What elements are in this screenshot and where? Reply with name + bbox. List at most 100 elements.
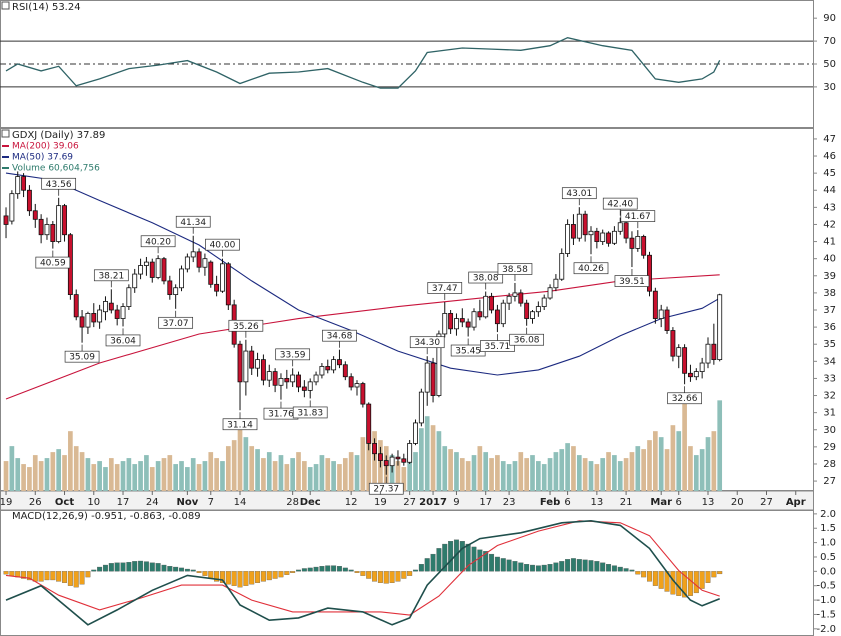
y-tick-label: 27 bbox=[823, 476, 836, 487]
candle-body bbox=[296, 374, 301, 388]
volume-bar bbox=[483, 452, 489, 491]
annotation-label: 42.40 bbox=[607, 200, 633, 210]
y-tick-label: 29 bbox=[823, 442, 836, 453]
y-tick-label: 90 bbox=[823, 13, 836, 24]
volume-bar bbox=[489, 458, 494, 491]
candle-body bbox=[652, 290, 658, 319]
annotation-label: 32.66 bbox=[672, 394, 698, 404]
volume-bar bbox=[565, 443, 570, 491]
volume-bar bbox=[337, 464, 342, 491]
histogram-bar bbox=[477, 549, 483, 572]
volume-bar bbox=[56, 449, 62, 491]
candle-body bbox=[512, 292, 518, 297]
volume-bar bbox=[255, 449, 260, 491]
volume-bar bbox=[50, 452, 56, 491]
candle-body bbox=[559, 253, 565, 280]
macd-line bbox=[5, 519, 720, 626]
annotation-label: 40.59 bbox=[40, 259, 66, 269]
volume-bar bbox=[641, 449, 646, 491]
histogram-bar bbox=[518, 562, 524, 572]
volume-bar bbox=[243, 437, 249, 491]
y-tick-label: -1.5 bbox=[816, 609, 836, 620]
volume-bar bbox=[348, 452, 354, 491]
candle-body bbox=[635, 236, 641, 249]
histogram-bar bbox=[366, 571, 372, 579]
volume-bar bbox=[670, 425, 676, 491]
histogram-bar bbox=[535, 565, 541, 572]
volume-bar bbox=[530, 455, 535, 491]
histogram-bar bbox=[600, 562, 606, 572]
annotation-label: 40.20 bbox=[145, 237, 171, 247]
histogram-bar bbox=[594, 561, 600, 572]
histogram-bar bbox=[296, 569, 302, 572]
volume-bar bbox=[617, 461, 623, 491]
histogram-bar bbox=[465, 543, 471, 572]
candle-body bbox=[535, 306, 541, 313]
candle-body bbox=[208, 261, 214, 285]
histogram-bar bbox=[3, 571, 9, 575]
histogram-bar bbox=[202, 571, 208, 576]
candle-body bbox=[132, 273, 138, 289]
volume-bar bbox=[664, 449, 670, 491]
volume-bar bbox=[635, 446, 641, 491]
candle-body bbox=[623, 222, 629, 239]
histogram-bar bbox=[266, 571, 272, 581]
y-tick-label: 2.0 bbox=[820, 509, 836, 520]
candle-body bbox=[266, 371, 272, 381]
candle-body bbox=[337, 359, 342, 366]
volume-bar bbox=[372, 431, 377, 491]
annotation-box bbox=[228, 319, 264, 332]
volume-bar bbox=[161, 458, 167, 491]
volume-bar bbox=[144, 455, 149, 491]
volume-bar bbox=[465, 461, 471, 491]
annotation-label: 38.21 bbox=[98, 271, 124, 281]
candle-body bbox=[56, 205, 62, 242]
annotation-box bbox=[322, 329, 357, 342]
annotation-box bbox=[614, 275, 650, 287]
x-tick-label: 17 bbox=[479, 497, 492, 508]
volume-bar bbox=[506, 464, 512, 491]
volume-bar bbox=[21, 464, 26, 491]
volume-bar bbox=[413, 452, 418, 491]
volume-bar bbox=[15, 458, 21, 491]
histogram-bar bbox=[524, 564, 530, 572]
y-tick-label: 42 bbox=[823, 219, 836, 230]
histogram-bar bbox=[483, 551, 489, 572]
candle-body bbox=[442, 313, 448, 335]
y-tick-label: 46 bbox=[823, 151, 836, 162]
candle-body bbox=[407, 443, 413, 463]
annotation-box bbox=[93, 269, 129, 282]
candle-body bbox=[114, 309, 120, 319]
candle-body bbox=[120, 306, 126, 319]
candle-body bbox=[600, 232, 606, 242]
histogram-bar bbox=[430, 553, 436, 572]
x-tick-label: 13 bbox=[590, 497, 603, 508]
histogram-bar bbox=[658, 571, 664, 589]
candle-body bbox=[26, 189, 32, 212]
volume-bar bbox=[419, 428, 424, 491]
y-tick-label: 39 bbox=[823, 271, 836, 282]
candle-body bbox=[372, 443, 378, 455]
annotation-label: 35.45 bbox=[455, 347, 481, 357]
histogram-bar bbox=[354, 571, 360, 573]
volume-bar bbox=[307, 467, 313, 491]
candle-body bbox=[73, 294, 79, 318]
x-tick-label: 2017 bbox=[419, 497, 447, 508]
annotation-box bbox=[427, 282, 463, 294]
candle-body bbox=[243, 350, 249, 383]
candle-body bbox=[202, 258, 208, 268]
volume-bar bbox=[477, 446, 483, 491]
volume-bar bbox=[658, 437, 664, 491]
candle-body bbox=[647, 254, 652, 292]
annotation-box bbox=[620, 210, 656, 222]
volume-bar bbox=[354, 455, 360, 491]
annotation-label: 41.67 bbox=[625, 212, 651, 222]
histogram-bar bbox=[219, 571, 225, 583]
volume-bar bbox=[676, 431, 682, 491]
histogram-bar bbox=[611, 565, 617, 572]
histogram-bar bbox=[225, 571, 231, 585]
volume-bar bbox=[167, 455, 173, 491]
volume-bar bbox=[524, 458, 529, 491]
volume-bar bbox=[225, 446, 231, 491]
